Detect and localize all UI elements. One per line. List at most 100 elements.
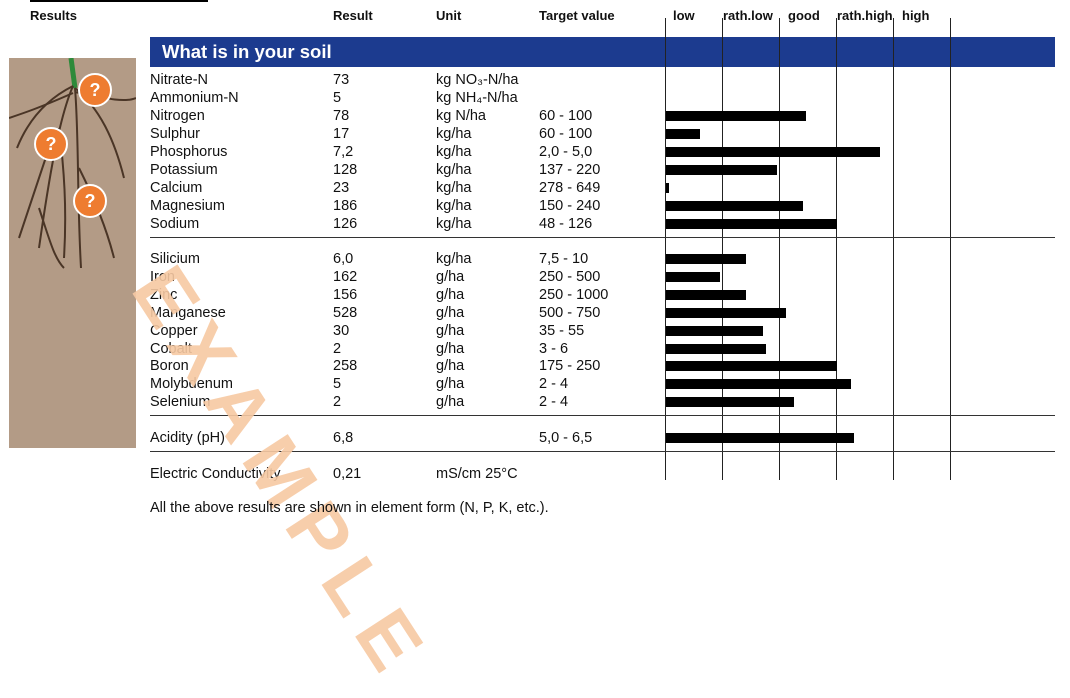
row-unit: g/ha [436, 376, 465, 392]
row-name: Silicium [150, 251, 200, 267]
scale-rath-low: rath.low [723, 8, 773, 23]
row-result: 5 [333, 376, 342, 392]
row-result: 156 [333, 287, 358, 303]
question-icon-1[interactable]: ? [78, 73, 112, 107]
row-target: 500 - 750 [539, 305, 601, 321]
scale-low: low [673, 8, 695, 23]
row-name: Nitrate-N [150, 72, 209, 88]
row-name: Boron [150, 358, 189, 374]
row-result: 258 [333, 358, 358, 374]
scale-line-6 [950, 18, 951, 480]
row-unit: kg/ha [436, 126, 472, 142]
row-name: Electric Conductivity [150, 466, 281, 482]
row-result: 73 [333, 72, 350, 88]
row-name: Manganese [150, 305, 226, 321]
row-name: Acidity (pH) [150, 430, 225, 446]
level-bar [666, 183, 669, 193]
scale-line-3 [779, 18, 780, 480]
level-bar [666, 308, 786, 318]
row-unit: g/ha [436, 287, 465, 303]
roots-icon [9, 58, 136, 269]
row-result: 5 [333, 90, 342, 106]
row-result: 7,2 [333, 144, 354, 160]
separator-2 [150, 415, 1055, 416]
row-unit: kg/ha [436, 162, 472, 178]
row-target: 150 - 240 [539, 198, 601, 214]
row-name: Phosphorus [150, 144, 228, 160]
row-target: 137 - 220 [539, 162, 601, 178]
header-unit: Unit [436, 8, 462, 23]
row-name: Iron [150, 269, 175, 285]
row-target: 35 - 55 [539, 323, 585, 339]
row-result: 78 [333, 108, 350, 124]
level-bar [666, 361, 837, 371]
level-bar [666, 290, 746, 300]
row-unit: kg/ha [436, 180, 472, 196]
row-unit: kg/ha [436, 251, 472, 267]
header-result: Result [333, 8, 373, 23]
footnote: All the above results are shown in eleme… [150, 500, 549, 516]
row-name: Ammonium-N [150, 90, 239, 106]
row-target: 60 - 100 [539, 126, 593, 142]
scale-line-5 [893, 18, 894, 480]
row-result: 528 [333, 305, 358, 321]
row-unit: g/ha [436, 358, 465, 374]
row-unit: kg NO₃-N/ha [436, 72, 519, 88]
row-target: 60 - 100 [539, 108, 593, 124]
row-result: 6,0 [333, 251, 354, 267]
row-unit: kg/ha [436, 144, 472, 160]
row-unit: g/ha [436, 394, 465, 410]
row-unit: mS/cm 25°C [436, 466, 518, 482]
row-unit: g/ha [436, 341, 465, 357]
row-target: 5,0 - 6,5 [539, 430, 593, 446]
row-result: 2 [333, 394, 342, 410]
header-target: Target value [539, 8, 615, 23]
level-bar [666, 397, 794, 407]
level-bar [666, 201, 803, 211]
scale-line-1 [665, 18, 666, 480]
row-result: 126 [333, 216, 358, 232]
row-unit: g/ha [436, 305, 465, 321]
row-target: 250 - 1000 [539, 287, 609, 303]
row-name: Nitrogen [150, 108, 205, 124]
row-target: 2 - 4 [539, 394, 569, 410]
row-unit: kg N/ha [436, 108, 486, 124]
row-target: 250 - 500 [539, 269, 601, 285]
row-target: 175 - 250 [539, 358, 601, 374]
level-bar [666, 272, 720, 282]
row-unit: kg NH₄-N/ha [436, 90, 518, 106]
row-target: 2,0 - 5,0 [539, 144, 593, 160]
row-name: Selenium [150, 394, 211, 410]
row-unit: g/ha [436, 269, 465, 285]
row-result: 186 [333, 198, 358, 214]
row-target: 2 - 4 [539, 376, 569, 392]
row-name: Zinc [150, 287, 178, 303]
row-target: 278 - 649 [539, 180, 601, 196]
level-bar [666, 433, 854, 443]
soil-illustration [9, 58, 136, 448]
row-result: 2 [333, 341, 342, 357]
question-icon-2[interactable]: ? [34, 127, 68, 161]
row-name: Sulphur [150, 126, 200, 142]
level-bar [666, 165, 777, 175]
row-result: 162 [333, 269, 358, 285]
row-unit: kg/ha [436, 216, 472, 232]
row-name: Molybdenum [150, 376, 234, 392]
question-icon-3[interactable]: ? [73, 184, 107, 218]
level-bar [666, 129, 700, 139]
level-bar [666, 254, 746, 264]
row-target: 48 - 126 [539, 216, 593, 232]
row-result: 30 [333, 323, 350, 339]
separator-1 [150, 237, 1055, 238]
row-name: Sodium [150, 216, 200, 232]
section-title: What is in your soil [162, 41, 332, 62]
results-underline [30, 0, 208, 2]
level-bar [666, 379, 851, 389]
row-target: 7,5 - 10 [539, 251, 589, 267]
scale-line-4 [836, 18, 837, 480]
level-bar [666, 147, 880, 157]
scale-high: high [902, 8, 930, 23]
row-name: Calcium [150, 180, 203, 196]
row-name: Magnesium [150, 198, 225, 214]
row-unit: kg/ha [436, 198, 472, 214]
